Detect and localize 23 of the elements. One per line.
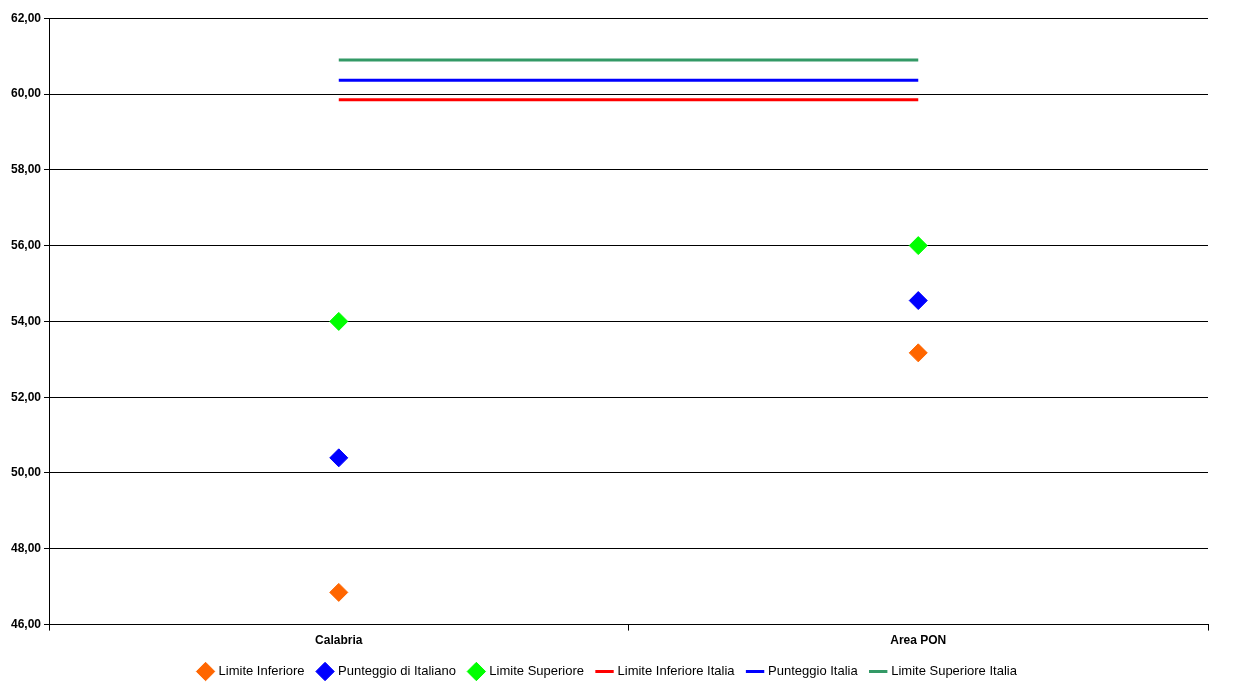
point xyxy=(329,448,349,468)
y-tick-label: 60,00 xyxy=(11,86,42,101)
point xyxy=(908,291,928,311)
y-tick-label: 46,00 xyxy=(11,616,42,631)
y-tick-label: 50,00 xyxy=(11,465,42,480)
legend-label: Limite Inferiore xyxy=(218,663,305,679)
point xyxy=(908,343,928,363)
point xyxy=(329,582,349,602)
y-tick-label: 56,00 xyxy=(11,237,42,252)
x-tick-label: Area PON xyxy=(890,633,947,648)
y-tick-label: 62,00 xyxy=(11,10,42,25)
y-tick-label: 52,00 xyxy=(11,389,42,404)
point xyxy=(908,236,928,256)
x-tick-label: Calabria xyxy=(315,633,363,648)
legend-label: Limite Inferiore Italia xyxy=(617,663,736,679)
legend-label: Limite Superiore xyxy=(489,663,585,679)
point xyxy=(329,311,349,331)
legend-label: Punteggio Italia xyxy=(768,663,859,679)
y-tick-label: 54,00 xyxy=(11,313,42,328)
legend-label: Limite Superiore Italia xyxy=(891,663,1018,679)
y-tick-label: 58,00 xyxy=(11,162,42,177)
legend-label: Punteggio di Italiano xyxy=(338,663,456,679)
y-tick-label: 48,00 xyxy=(11,541,42,556)
